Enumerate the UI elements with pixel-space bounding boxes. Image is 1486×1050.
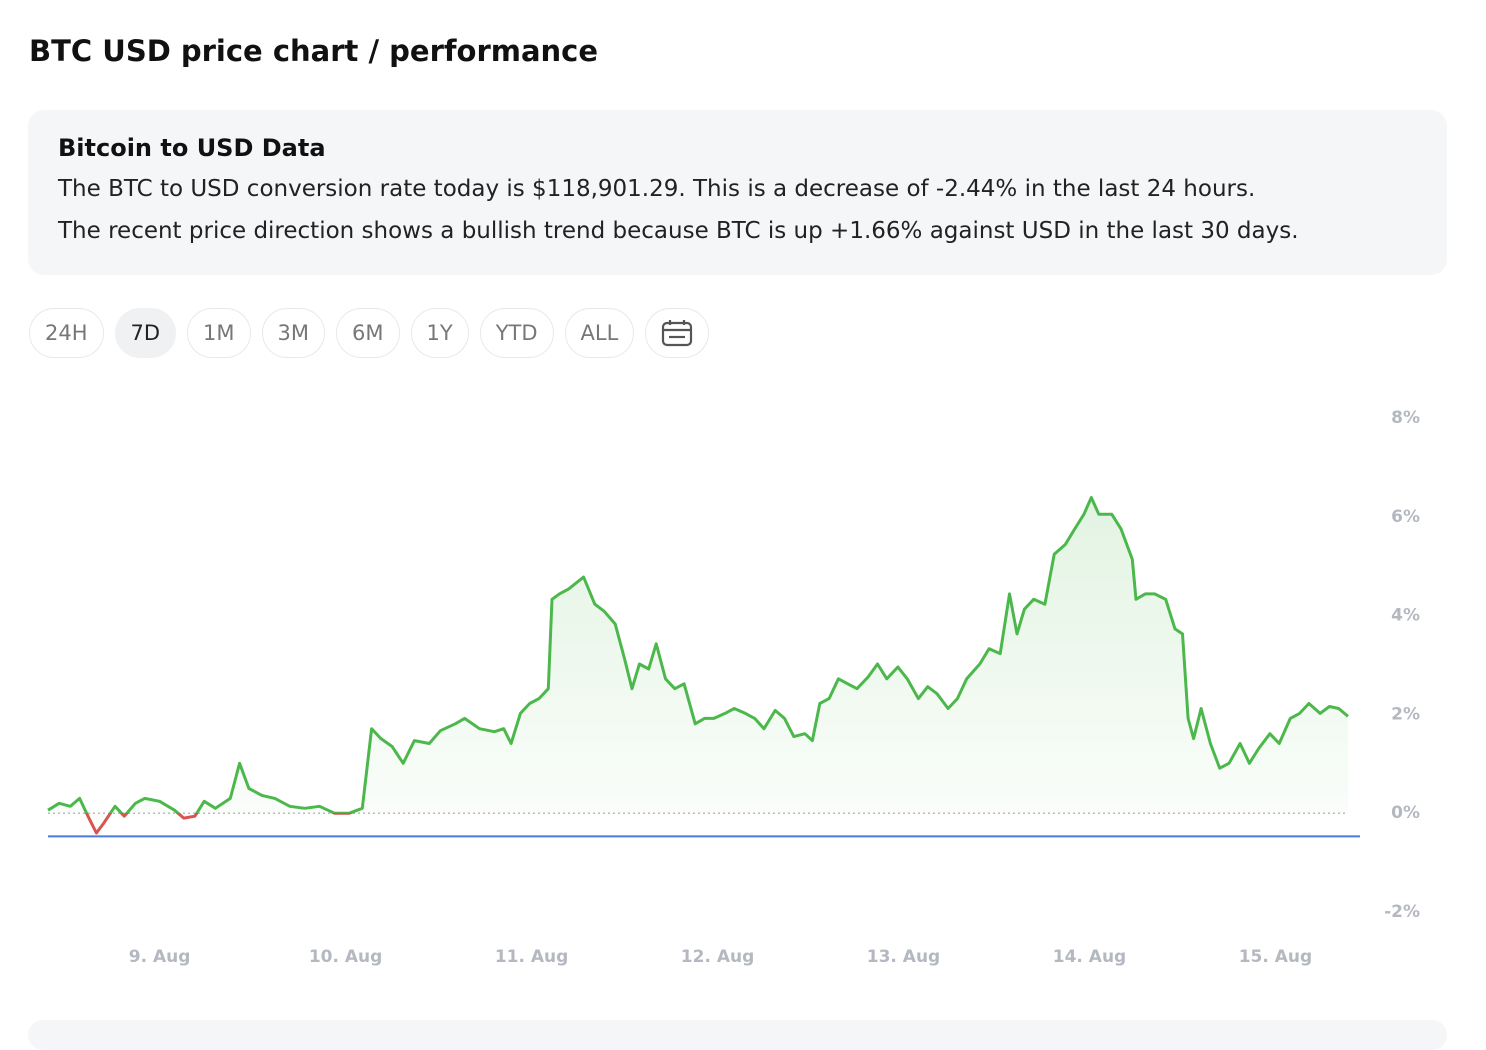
area bbox=[48, 497, 1348, 833]
range-buttons: 24H 7D 1M 3M 6M 1Y YTD ALL bbox=[29, 308, 710, 358]
x-tick-label: 14. Aug bbox=[1053, 947, 1126, 967]
x-tick-label: 15. Aug bbox=[1239, 947, 1312, 967]
range-button[interactable]: YTD bbox=[479, 308, 554, 358]
range-button[interactable]: 3M bbox=[261, 308, 326, 358]
x-tick-label: 11. Aug bbox=[495, 947, 568, 967]
x-tick-label: 10. Aug bbox=[309, 947, 382, 967]
info-box: Bitcoin to USD Data The BTC to USD conve… bbox=[28, 110, 1447, 275]
range-button[interactable]: 6M bbox=[336, 308, 400, 358]
chart: -2% 0% 2% 4% 6% 8% 9. Aug 10. Aug 11. Aug 12. Aug… bbox=[47, 408, 1420, 967]
price-line bbox=[47, 496, 1349, 835]
y-tick-label: 2% bbox=[1391, 704, 1420, 724]
next-section bbox=[28, 1020, 1447, 1050]
info-title: Bitcoin to USD Data bbox=[58, 134, 326, 162]
y-tick-label: -2% bbox=[1384, 902, 1420, 922]
range-button[interactable]: 24H bbox=[29, 308, 104, 358]
y-tick-label: 4% bbox=[1391, 606, 1420, 626]
x-tick-label: 13. Aug bbox=[867, 947, 940, 967]
range-button[interactable]: 7D bbox=[114, 308, 177, 358]
y-tick-label: 0% bbox=[1391, 803, 1420, 823]
range-button[interactable]: 1Y bbox=[410, 308, 469, 358]
info-line: The recent price direction shows a bulli… bbox=[58, 218, 1299, 244]
range-button[interactable]: 1M bbox=[187, 308, 251, 358]
info-line: The BTC to USD conversion rate today is … bbox=[58, 176, 1256, 202]
calendar-button[interactable] bbox=[645, 308, 710, 358]
range-button[interactable]: ALL bbox=[564, 308, 635, 358]
x-tick-label: 9. Aug bbox=[129, 947, 191, 967]
y-tick-label: 8% bbox=[1391, 408, 1420, 428]
y-tick-label: 6% bbox=[1391, 507, 1420, 527]
x-tick-label: 12. Aug bbox=[681, 947, 754, 967]
page-title: BTC USD price chart / performance bbox=[29, 34, 599, 68]
calendar-icon bbox=[662, 320, 693, 347]
